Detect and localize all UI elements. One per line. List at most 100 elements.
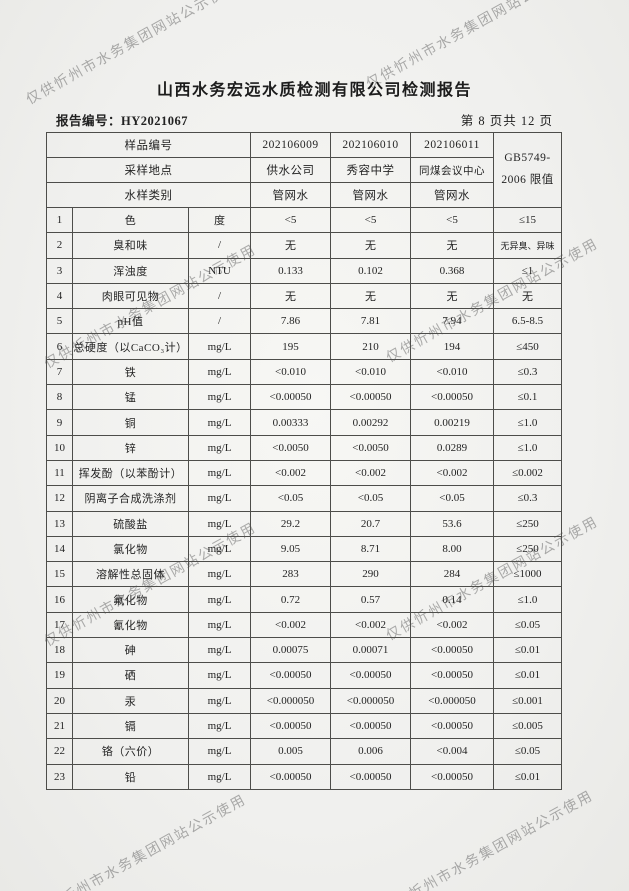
value-sample-2: <0.00050: [330, 384, 412, 411]
limit-column-header: GB5749- 2006 限值: [493, 132, 563, 208]
sample-type-1: 管网水: [250, 182, 332, 208]
parameter-unit: mg/L: [187, 434, 252, 461]
table-row: 5 pH值 / 7.86 7.81 7.94 6.5-8.5: [46, 308, 563, 335]
value-sample-1: 0.72: [250, 586, 332, 613]
sample-type-2: 管网水: [330, 182, 412, 208]
limit-value: ≤1.0: [493, 409, 563, 436]
parameter-unit: mg/L: [187, 409, 252, 436]
report-title: 山西水务宏远水质检测有限公司检测报告: [156, 82, 472, 99]
row-number: 12: [46, 485, 73, 512]
value-sample-2: <0.05: [330, 485, 412, 512]
table-row: 2 臭和味 / 无 无 无 无异臭、异味: [46, 232, 563, 259]
value-sample-2: 0.102: [330, 257, 412, 284]
value-sample-2: 0.006: [330, 738, 412, 765]
value-sample-3: <0.002: [410, 459, 495, 487]
limit-value: ≤0.01: [493, 763, 563, 790]
value-sample-1: 7.86: [250, 308, 332, 335]
value-sample-2: 无: [330, 282, 412, 310]
limit-value: ≤1: [493, 257, 563, 284]
report-number: 报告编号：HY2021067: [56, 114, 189, 128]
value-sample-1: 9.05: [250, 535, 332, 563]
value-sample-2: <0.002: [330, 459, 412, 487]
parameter-name: 色: [72, 206, 189, 234]
table-row: 7 铁 mg/L <0.010 <0.010 <0.010 ≤0.3: [46, 358, 563, 386]
limit-value: ≤1.0: [493, 434, 563, 461]
value-sample-3: 0.0289: [410, 434, 495, 461]
value-sample-3: 0.368: [410, 257, 495, 284]
limit-value: ≤0.002: [493, 459, 563, 487]
limit-value: ≤1.0: [493, 586, 563, 613]
row-number: 6: [46, 333, 73, 360]
parameter-unit: mg/L: [187, 738, 252, 765]
parameter-name: 氟化物: [72, 586, 189, 613]
value-sample-1: 无: [250, 282, 332, 310]
value-sample-1: <0.0050: [250, 434, 332, 461]
parameter-name: 锌: [72, 434, 189, 461]
value-sample-3: <0.00050: [410, 662, 495, 689]
value-sample-2: 290: [330, 561, 412, 588]
sample-id-3: 202106011: [410, 132, 495, 158]
table-row: 3 浑浊度 NTU 0.133 0.102 0.368 ≤1: [46, 257, 563, 284]
limit-value: ≤0.05: [493, 611, 563, 639]
parameter-unit: mg/L: [187, 510, 252, 537]
value-sample-3: 0.14: [410, 586, 495, 613]
limit-value: ≤0.05: [493, 738, 563, 765]
row-number: 20: [46, 687, 73, 714]
row-number: 3: [46, 257, 73, 284]
table-row: 20 汞 mg/L <0.000050 <0.000050 <0.000050 …: [46, 687, 563, 714]
parameter-name: 汞: [72, 687, 189, 714]
row-number: 15: [46, 561, 73, 588]
value-sample-3: 284: [410, 561, 495, 588]
limit-value: ≤450: [493, 333, 563, 360]
value-sample-1: 283: [250, 561, 332, 588]
limit-value: ≤15: [493, 206, 563, 234]
parameter-name: 铜: [72, 409, 189, 436]
value-sample-2: 无: [330, 232, 412, 259]
value-sample-1: <0.010: [250, 358, 332, 386]
limit-value: 6.5-8.5: [493, 308, 563, 335]
value-sample-2: 7.81: [330, 308, 412, 335]
table-row: 21 镉 mg/L <0.00050 <0.00050 <0.00050 ≤0.…: [46, 712, 563, 740]
table-row: 15 溶解性总固体 mg/L 283 290 284 ≤1000: [46, 561, 563, 588]
table-row: 11 挥发酚（以苯酚计） mg/L <0.002 <0.002 <0.002 ≤…: [46, 459, 563, 487]
parameter-name: 肉眼可见物: [72, 282, 189, 310]
row-number: 14: [46, 535, 73, 563]
parameter-name: 挥发酚（以苯酚计）: [72, 459, 189, 487]
parameter-unit: mg/L: [187, 459, 252, 487]
value-sample-3: <0.010: [410, 358, 495, 386]
value-sample-3: <0.002: [410, 611, 495, 639]
value-sample-2: <0.002: [330, 611, 412, 639]
value-sample-2: <5: [330, 206, 412, 234]
value-sample-3: 无: [410, 282, 495, 310]
watermark-bottom-right: 仅供忻州市水务集团网站公示使用: [378, 786, 596, 891]
parameter-name: 铬（六价）: [72, 738, 189, 765]
row-number: 9: [46, 409, 73, 436]
report-meta: 报告编号：HY2021067 第 8 页共 12 页: [46, 110, 561, 130]
table-row: 8 锰 mg/L <0.00050 <0.00050 <0.00050 ≤0.1: [46, 384, 563, 411]
parameter-unit: mg/L: [187, 611, 252, 639]
row-number: 2: [46, 232, 73, 259]
value-sample-3: <0.00050: [410, 763, 495, 790]
value-sample-3: <0.05: [410, 485, 495, 512]
limit-value: ≤0.005: [493, 712, 563, 740]
row-number: 4: [46, 282, 73, 310]
row-number: 19: [46, 662, 73, 689]
parameter-unit: NTU: [187, 257, 252, 284]
value-sample-1: <0.002: [250, 611, 332, 639]
value-sample-3: <0.00050: [410, 712, 495, 740]
row-number: 18: [46, 637, 73, 664]
table-row: 1 色 度 <5 <5 <5 ≤15: [46, 206, 563, 234]
parameter-name: 砷: [72, 637, 189, 664]
parameter-unit: /: [187, 308, 252, 335]
parameter-unit: mg/L: [187, 687, 252, 714]
limit-header-line1: GB5749-: [504, 152, 551, 165]
parameter-name: 铅: [72, 763, 189, 790]
table-row: 22 铬（六价） mg/L 0.005 0.006 <0.004 ≤0.05: [46, 738, 563, 765]
limit-value: ≤0.001: [493, 687, 563, 714]
results-table: 样品编号 202106009 202106010 202106011 GB574…: [45, 132, 563, 790]
header-row-sample-id: 样品编号 202106009 202106010 202106011 GB574…: [45, 132, 563, 208]
location-1: 供水公司: [250, 157, 332, 183]
value-sample-2: <0.00050: [330, 662, 412, 689]
parameter-unit: mg/L: [187, 333, 252, 360]
row-number: 5: [46, 308, 73, 335]
